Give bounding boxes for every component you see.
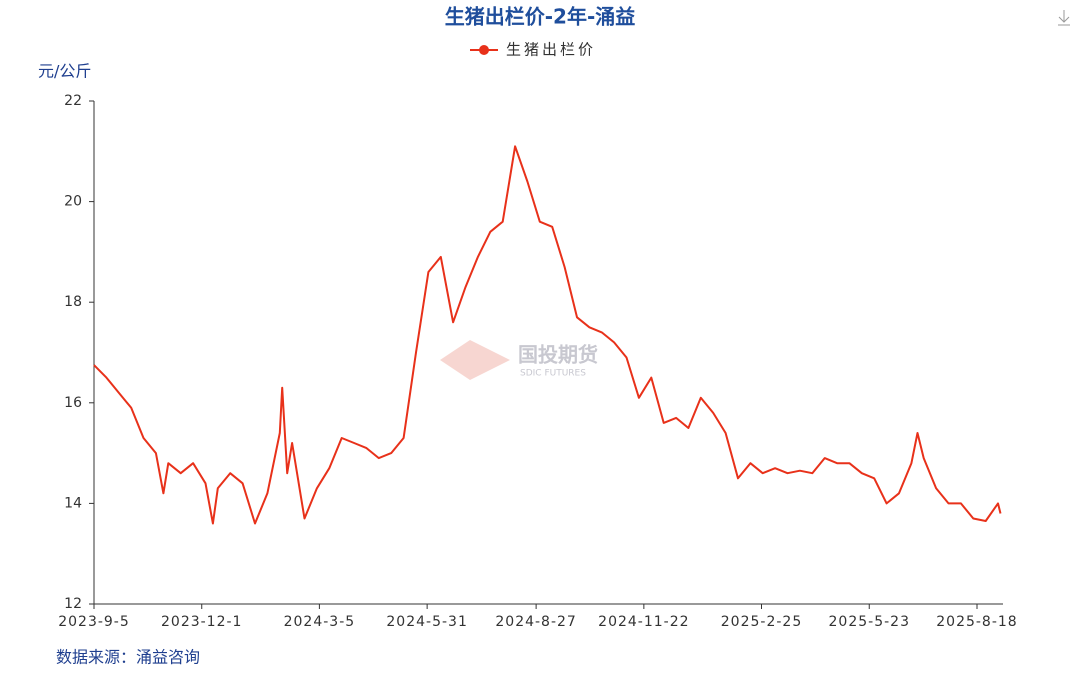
y-tick-label: 12 [64,596,82,612]
x-tick-label: 2025-2-25 [721,614,802,630]
x-tick-label: 2025-8-18 [936,614,1017,630]
y-tick-label: 14 [64,495,82,511]
x-tick-label: 2023-12-1 [161,614,242,630]
watermark-logo [440,340,510,380]
x-tick-label: 2024-3-5 [284,614,356,630]
y-axis-label: 元/公斤 [38,62,91,81]
legend-dot [479,45,489,55]
download-icon[interactable] [1058,10,1070,26]
y-tick-label: 18 [64,294,82,310]
watermark: 国投期货 [518,343,598,367]
x-tick-label: 2024-8-27 [495,614,576,630]
source: 数据来源：涌益咨询 [56,648,200,667]
x-tick-label: 2023-9-5 [58,614,130,630]
line [93,145,1002,525]
x-tick-label: 2024-11-22 [598,614,689,630]
x-tick-label: 2024-5-31 [386,614,467,630]
y-tick-label: 20 [64,194,82,210]
watermark-sub: SDIC FUTURES [520,369,586,379]
chart-title: 生猪出栏价-2年-涌益 [445,5,636,29]
y-tick-label: 16 [64,395,82,411]
x-tick-label: 2025-5-23 [829,614,910,630]
y-tick-label: 22 [64,93,82,109]
legend-label: 生猪出栏价 [506,41,596,59]
